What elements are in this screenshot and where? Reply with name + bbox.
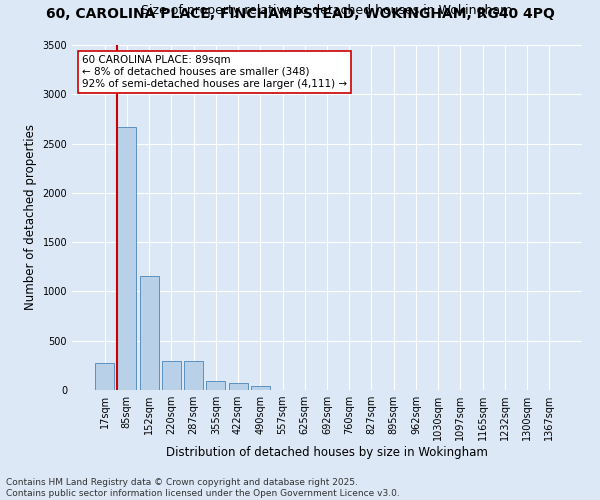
Y-axis label: Number of detached properties: Number of detached properties bbox=[24, 124, 37, 310]
Bar bbox=[118, 127, 136, 390]
Text: 60, CAROLINA PLACE, FINCHAMPSTEAD, WOKINGHAM, RG40 4PQ: 60, CAROLINA PLACE, FINCHAMPSTEAD, WOKIN… bbox=[46, 8, 554, 22]
Bar bbox=[184, 362, 203, 390]
Title: Size of property relative to detached houses in Wokingham: Size of property relative to detached ho… bbox=[142, 4, 512, 18]
Text: 60 CAROLINA PLACE: 89sqm
← 8% of detached houses are smaller (348)
92% of semi-d: 60 CAROLINA PLACE: 89sqm ← 8% of detache… bbox=[82, 56, 347, 88]
Bar bbox=[251, 386, 270, 390]
Bar bbox=[140, 276, 158, 390]
X-axis label: Distribution of detached houses by size in Wokingham: Distribution of detached houses by size … bbox=[166, 446, 488, 459]
Bar bbox=[162, 362, 181, 390]
Bar bbox=[229, 383, 248, 390]
Bar bbox=[206, 381, 225, 390]
Text: Contains HM Land Registry data © Crown copyright and database right 2025.
Contai: Contains HM Land Registry data © Crown c… bbox=[6, 478, 400, 498]
Bar bbox=[95, 364, 114, 390]
